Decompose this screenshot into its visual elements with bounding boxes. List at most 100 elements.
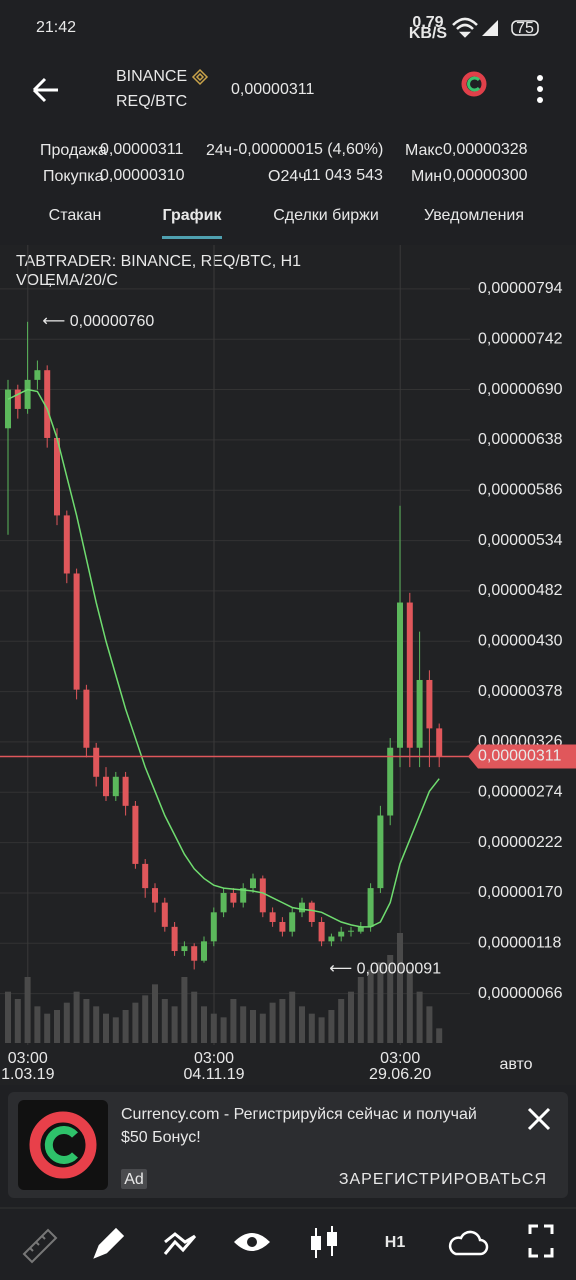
menu-button[interactable] (537, 75, 543, 103)
volume-bar (387, 955, 394, 1043)
volume-bar (44, 1013, 51, 1043)
status-time: 21:42 (36, 19, 76, 36)
volume-bar (14, 999, 21, 1043)
ruler-tool[interactable] (22, 1228, 58, 1264)
candle-body (161, 902, 168, 927)
volume-bar (259, 1013, 266, 1043)
candle-body (122, 776, 129, 806)
annotation: ⟵ 0,00000091 (329, 961, 441, 978)
volume-bar (171, 1006, 178, 1043)
y-tick-label: 0,00000690 (478, 381, 563, 398)
annotation: ⟵ 0,00000760 (42, 313, 154, 330)
volume-bar (436, 1028, 443, 1043)
candle-body (34, 370, 41, 380)
ad-close[interactable] (527, 1107, 551, 1131)
ad-title: Currency.com - Регистрируйся сейчас и по… (121, 1106, 477, 1123)
candle-body (240, 888, 247, 903)
buy: 0,00000310 (100, 167, 185, 184)
candle-body (269, 912, 276, 922)
volume-bar (83, 999, 90, 1043)
volume-bar (338, 999, 345, 1043)
header-price: 0,00000311 (231, 81, 314, 98)
candle-body (5, 389, 11, 429)
max: 0,00000328 (443, 141, 528, 158)
candle-body (259, 878, 266, 913)
x-tick-date: 29.06.20 (369, 1066, 431, 1083)
volume-bar (289, 991, 296, 1043)
wifi-icon (452, 17, 478, 38)
change-label: 24ч (206, 142, 232, 159)
y-tick-label: 0,00000534 (478, 532, 563, 549)
last-price-label: 0,00000311 (478, 748, 561, 765)
draw-tool[interactable] (93, 1216, 125, 1259)
last-price-tag (468, 744, 576, 769)
candle-body (348, 930, 354, 932)
candle-body (54, 437, 60, 516)
y-tick-label: 0,00000274 (478, 783, 563, 800)
candle-body (308, 902, 315, 922)
fullscreen-tool[interactable] (528, 1224, 554, 1258)
candle-body (181, 946, 188, 952)
ad-badge: Ad (124, 1171, 144, 1188)
volume-bar (250, 1010, 256, 1043)
ad-button[interactable]: ЗАРЕГИСТРИРОВАТЬСЯ (339, 1171, 547, 1188)
volume-bar (426, 1006, 433, 1043)
volume-bar (161, 999, 168, 1043)
candle-body (73, 573, 80, 690)
y-tick-label: 0,00000742 (478, 330, 563, 347)
indicator-tool[interactable] (163, 1232, 197, 1255)
scale-mode[interactable]: авто (499, 1056, 532, 1073)
volume-bar (406, 969, 413, 1043)
exchange: BINANCE (116, 68, 187, 85)
candle-body (142, 863, 149, 889)
battery-icon (511, 20, 539, 36)
candle-body (397, 602, 403, 748)
max-label: Макс (405, 142, 443, 159)
volume-bar (93, 1006, 100, 1043)
volume-bar (269, 1002, 276, 1043)
volume-bar (73, 991, 80, 1043)
ad-logo-c (44, 1126, 78, 1164)
volume-bar (279, 999, 286, 1043)
candle-body (230, 892, 237, 903)
y-tick-label: 0,00000118 (478, 935, 561, 952)
tab[interactable]: График (163, 207, 223, 224)
indicator-ema: EMA/20/C (45, 272, 118, 289)
cloud-tool[interactable] (448, 1230, 489, 1256)
candle-tool-b (327, 1232, 337, 1246)
volume-bar (34, 1006, 41, 1043)
candle-body (93, 747, 100, 777)
volume-bar (24, 977, 31, 1043)
candle-body (44, 370, 51, 438)
sell: 0,00000311 (100, 141, 183, 158)
net-unit: KB/S (409, 25, 448, 42)
candle-body (377, 815, 384, 889)
tab[interactable]: Уведомления (424, 207, 524, 224)
pair: REQ/BTC (116, 93, 187, 110)
back-button[interactable] (32, 77, 58, 103)
candle-body (132, 805, 139, 864)
volume-bar (367, 969, 374, 1043)
candle-body (406, 602, 413, 748)
candle-body (318, 921, 325, 942)
buy-label: Покупка (43, 168, 104, 185)
candle-body (83, 689, 90, 748)
y-tick-label: 0,00000066 (478, 985, 563, 1002)
volume-bar (54, 1010, 60, 1043)
candle-body (250, 878, 256, 889)
y-tick-label: 0,00000170 (478, 884, 563, 901)
volume-bar (132, 1002, 139, 1043)
min: 0,00000300 (443, 167, 528, 184)
tab[interactable]: Сделки биржи (273, 207, 379, 224)
candle-body (289, 912, 296, 932)
currency-logo[interactable] (461, 71, 487, 97)
volume-bar (5, 991, 11, 1043)
volume-label: O24ч (268, 168, 307, 185)
timeframe[interactable]: H1 (385, 1234, 406, 1251)
ad-title: $50 Бонус! (121, 1129, 201, 1146)
tab[interactable]: Стакан (49, 207, 102, 224)
ad-card[interactable] (8, 1092, 568, 1198)
volume-bar (181, 977, 188, 1043)
